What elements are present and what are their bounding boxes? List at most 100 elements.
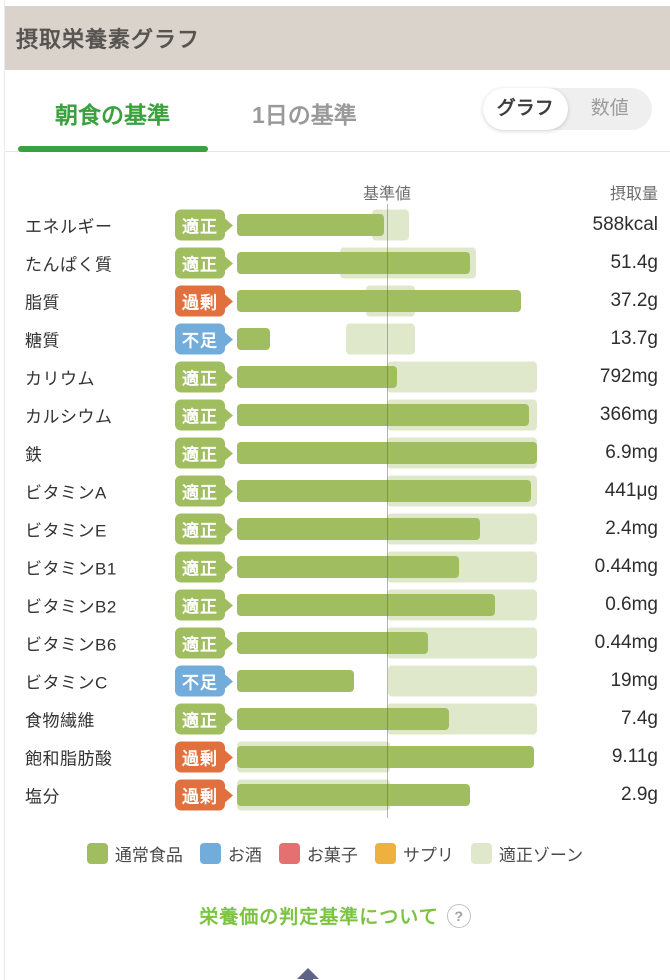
intake-bar xyxy=(237,442,537,464)
chart-row: 飽和脂肪酸 過剰 9.11g xyxy=(0,738,670,776)
chart-row: ビタミンB1 適正 0.44mg xyxy=(0,548,670,586)
bar-track xyxy=(237,700,537,738)
bar-track xyxy=(237,320,537,358)
bar-track xyxy=(237,244,537,282)
nutrient-label: 塩分 xyxy=(25,787,60,807)
bar-track xyxy=(237,776,537,814)
criteria-link-text[interactable]: 栄養価の判定基準について xyxy=(199,907,439,928)
legend-swatch-icon xyxy=(374,842,396,864)
legend-swatch-icon xyxy=(199,842,221,864)
chart-row: ビタミンB6 適正 0.44mg xyxy=(0,624,670,662)
up-arrow-icon[interactable] xyxy=(296,968,320,980)
nutrient-label: ビタミンB1 xyxy=(25,559,117,579)
up-arrow-head xyxy=(297,968,319,979)
intake-bar xyxy=(237,670,354,692)
nutrient-label: カリウム xyxy=(25,369,95,389)
intake-bar xyxy=(237,594,495,616)
status-badge: 適正 xyxy=(175,209,225,241)
criteria-link[interactable]: 栄養価の判定基準について ? xyxy=(0,902,670,929)
intake-value: 37.2g xyxy=(610,290,658,311)
active-tab-underline xyxy=(18,146,208,152)
intake-value: 13.7g xyxy=(610,328,658,349)
chart-row: カルシウム 適正 366mg xyxy=(0,396,670,434)
intake-bar xyxy=(237,404,529,426)
nutrient-label: ビタミンE xyxy=(25,521,107,541)
status-badge: 適正 xyxy=(175,437,225,469)
intake-value: 9.11g xyxy=(611,746,658,767)
nutrient-label: たんぱく質 xyxy=(25,255,113,275)
help-icon[interactable]: ? xyxy=(446,903,471,928)
status-badge: 過剰 xyxy=(175,741,225,773)
bar-track xyxy=(237,510,537,548)
intake-bar xyxy=(237,366,397,388)
bar-track xyxy=(237,358,537,396)
bar-track xyxy=(237,662,537,700)
chart-row: ビタミンB2 適正 0.6mg xyxy=(0,586,670,624)
standard-value-line xyxy=(387,204,388,818)
appropriate-zone-band xyxy=(387,361,537,393)
chart-row: ビタミンC 不足 19mg xyxy=(0,662,670,700)
page-left-edge xyxy=(0,0,5,980)
toggle-option-number[interactable]: 数値 xyxy=(590,98,629,119)
tab-breakfast-standard[interactable]: 朝食の基準 xyxy=(55,102,170,128)
chart-row: ビタミンE 適正 2.4mg xyxy=(0,510,670,548)
chart-column-headers: 基準値 摂取量 xyxy=(0,180,670,203)
intake-value: 2.9g xyxy=(621,784,658,805)
page-title: 摂取栄養素グラフ xyxy=(16,27,201,52)
legend-swatch-icon xyxy=(278,842,300,864)
chart-row: ビタミンA 適正 441μg xyxy=(0,472,670,510)
status-badge: 適正 xyxy=(175,703,225,735)
tab-bar: 朝食の基準 1日の基準 グラフ 数値 xyxy=(0,70,670,154)
intake-bar xyxy=(237,556,459,578)
graph-number-toggle[interactable]: グラフ 数値 xyxy=(483,88,652,130)
legend-item: お酒 xyxy=(199,841,262,866)
nutrient-label: 食物繊維 xyxy=(25,711,95,731)
bar-track xyxy=(237,738,537,776)
bar-track xyxy=(237,548,537,586)
legend-label: 通常食品 xyxy=(114,845,183,865)
intake-value: 7.4g xyxy=(621,708,658,729)
chart-row: たんぱく質 適正 51.4g xyxy=(0,244,670,282)
bar-track xyxy=(237,472,537,510)
intake-bar xyxy=(237,328,270,350)
nutrient-label: 脂質 xyxy=(25,293,60,313)
toggle-option-graph[interactable]: グラフ xyxy=(483,88,568,130)
legend-label: 適正ゾーン xyxy=(498,845,584,865)
chart-row: 糖質 不足 13.7g xyxy=(0,320,670,358)
intake-bar xyxy=(237,252,470,274)
nutrient-label: ビタミンC xyxy=(25,673,108,693)
intake-bar xyxy=(237,632,428,654)
legend-swatch-icon xyxy=(470,842,492,864)
tab-daily-standard[interactable]: 1日の基準 xyxy=(252,102,357,128)
status-badge: 適正 xyxy=(175,475,225,507)
status-badge: 適正 xyxy=(175,589,225,621)
intake-bar xyxy=(237,746,534,768)
intake-value: 0.6mg xyxy=(605,594,658,615)
chart-row: 脂質 過剰 37.2g xyxy=(0,282,670,320)
status-badge: 過剰 xyxy=(175,779,225,811)
intake-bar xyxy=(237,480,531,502)
status-badge: 過剰 xyxy=(175,285,225,317)
intake-value: 588kcal xyxy=(592,214,659,235)
nutrient-label: ビタミンA xyxy=(25,483,107,503)
chart-row: 食物繊維 適正 7.4g xyxy=(0,700,670,738)
tab-divider xyxy=(0,151,670,152)
legend-swatch-icon xyxy=(86,842,108,864)
bar-track xyxy=(237,282,537,320)
intake-value: 19mg xyxy=(610,670,658,691)
intake-value: 366mg xyxy=(599,404,658,425)
intake-bar xyxy=(237,518,480,540)
legend-item: お菓子 xyxy=(278,841,358,866)
nutrient-label: 飽和脂肪酸 xyxy=(25,749,113,769)
intake-amount-header: 摂取量 xyxy=(609,186,658,203)
legend-label: サプリ xyxy=(402,845,454,865)
chart-legend: 通常食品 お酒 お菓子 サプリ 適正ゾーン xyxy=(0,841,670,866)
intake-bar xyxy=(237,214,384,236)
nutrient-label: ビタミンB2 xyxy=(25,597,117,617)
status-badge: 適正 xyxy=(175,247,225,279)
intake-value: 0.44mg xyxy=(594,632,658,653)
legend-item: 通常食品 xyxy=(86,841,183,866)
chart-row: エネルギー 適正 588kcal xyxy=(0,206,670,244)
status-badge: 不足 xyxy=(175,665,225,697)
legend-item: 適正ゾーン xyxy=(470,841,584,866)
